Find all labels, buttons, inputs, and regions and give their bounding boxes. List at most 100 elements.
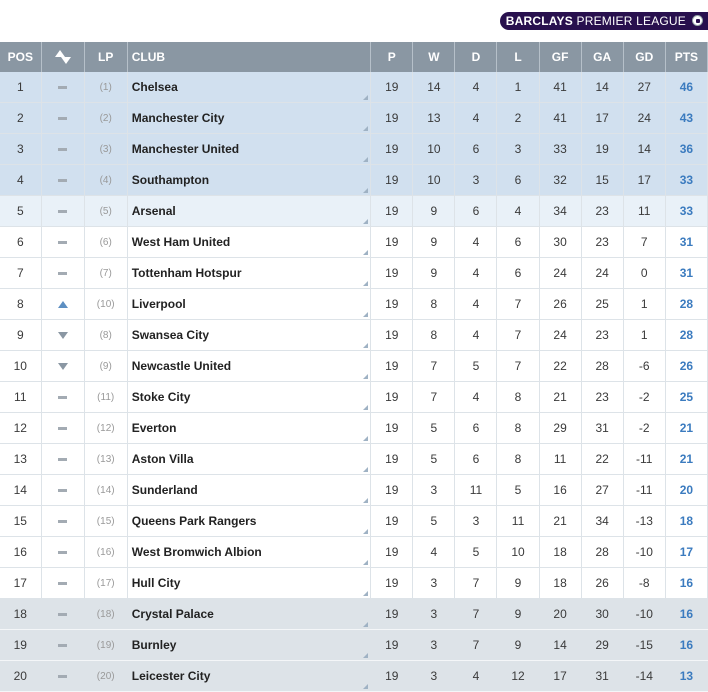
club-cell[interactable]: Manchester City bbox=[127, 102, 372, 134]
expand-corner-icon[interactable] bbox=[363, 622, 369, 627]
table-row[interactable]: 15 (15) Queens Park Rangers 19 5 3 11 21 34 -13 18 bbox=[0, 505, 708, 537]
club-name[interactable]: Crystal Palace bbox=[131, 607, 214, 621]
table-row[interactable]: 8 (10) Liverpool 19 8 4 7 26 25 1 28 bbox=[0, 288, 708, 320]
table-row[interactable]: 18 (18) Crystal Palace 19 3 7 9 20 30 -10 16 bbox=[0, 598, 708, 630]
expand-corner-icon[interactable] bbox=[363, 684, 369, 689]
table-row[interactable]: 16 (16) West Bromwich Albion 19 4 5 10 18 28 -10 1… bbox=[0, 536, 708, 568]
expand-corner-icon[interactable] bbox=[363, 405, 369, 410]
club-name[interactable]: Manchester City bbox=[131, 111, 225, 125]
header-lp[interactable]: LP bbox=[84, 42, 128, 72]
table-row[interactable]: 2 (2) Manchester City 19 13 4 2 41 17 24 43 bbox=[0, 102, 708, 134]
expand-corner-icon[interactable] bbox=[363, 343, 369, 348]
club-cell[interactable]: Swansea City bbox=[127, 319, 372, 351]
club-name[interactable]: Tottenham Hotspur bbox=[131, 266, 242, 280]
expand-corner-icon[interactable] bbox=[363, 219, 369, 224]
club-cell[interactable]: Stoke City bbox=[127, 381, 372, 413]
header-pos[interactable]: POS bbox=[0, 42, 42, 72]
expand-corner-icon[interactable] bbox=[363, 312, 369, 317]
club-cell[interactable]: Hull City bbox=[127, 567, 372, 599]
goals-for-cell: 18 bbox=[539, 536, 582, 568]
table-row[interactable]: 4 (4) Southampton 19 10 3 6 32 15 17 33 bbox=[0, 164, 708, 196]
expand-corner-icon[interactable] bbox=[363, 250, 369, 255]
club-name[interactable]: Leicester City bbox=[131, 669, 211, 683]
table-row[interactable]: 11 (11) Stoke City 19 7 4 8 21 23 -2 25 bbox=[0, 381, 708, 413]
expand-corner-icon[interactable] bbox=[363, 591, 369, 596]
club-name[interactable]: Burnley bbox=[131, 638, 177, 652]
club-cell[interactable]: Chelsea bbox=[127, 72, 372, 103]
club-cell[interactable]: Arsenal bbox=[127, 195, 372, 227]
table-row[interactable]: 13 (13) Aston Villa 19 5 6 8 11 22 -11 21 bbox=[0, 443, 708, 475]
club-name[interactable]: Hull City bbox=[131, 576, 181, 590]
table-row[interactable]: 17 (17) Hull City 19 3 7 9 18 26 -8 16 bbox=[0, 567, 708, 599]
expand-corner-icon[interactable] bbox=[363, 498, 369, 503]
club-cell[interactable]: Sunderland bbox=[127, 474, 372, 506]
club-cell[interactable]: Queens Park Rangers bbox=[127, 505, 372, 537]
club-name[interactable]: Sunderland bbox=[131, 483, 198, 497]
club-name[interactable]: West Ham United bbox=[131, 235, 231, 249]
header-won[interactable]: W bbox=[412, 42, 456, 72]
expand-corner-icon[interactable] bbox=[363, 188, 369, 193]
header-lost[interactable]: L bbox=[496, 42, 540, 72]
club-name[interactable]: Queens Park Rangers bbox=[131, 514, 257, 528]
club-name[interactable]: Swansea City bbox=[131, 328, 210, 342]
club-name[interactable]: Liverpool bbox=[131, 297, 186, 311]
club-cell[interactable]: Southampton bbox=[127, 164, 372, 196]
table-row[interactable]: 12 (12) Everton 19 5 6 8 29 31 -2 21 bbox=[0, 412, 708, 444]
expand-corner-icon[interactable] bbox=[363, 95, 369, 100]
club-name[interactable]: Aston Villa bbox=[131, 452, 194, 466]
won-cell: 7 bbox=[412, 381, 456, 413]
expand-corner-icon[interactable] bbox=[363, 126, 369, 131]
goals-against-value: 26 bbox=[595, 576, 609, 590]
club-cell[interactable]: Aston Villa bbox=[127, 443, 372, 475]
club-cell[interactable]: Burnley bbox=[127, 629, 372, 661]
goals-for-value: 16 bbox=[553, 483, 567, 497]
expand-corner-icon[interactable] bbox=[363, 436, 369, 441]
header-goals-against[interactable]: GA bbox=[581, 42, 624, 72]
header-played[interactable]: P bbox=[370, 42, 414, 72]
table-row[interactable]: 1 (1) Chelsea 19 14 4 1 41 14 27 46 bbox=[0, 72, 708, 103]
club-cell[interactable]: West Ham United bbox=[127, 226, 372, 258]
table-row[interactable]: 9 (8) Swansea City 19 8 4 7 24 23 1 28 bbox=[0, 319, 708, 351]
header-drawn[interactable]: D bbox=[454, 42, 498, 72]
club-name[interactable]: Chelsea bbox=[131, 80, 178, 94]
table-row[interactable]: 6 (6) West Ham United 19 9 4 6 30 23 7 31 bbox=[0, 226, 708, 258]
club-name[interactable]: Manchester United bbox=[131, 142, 240, 156]
expand-corner-icon[interactable] bbox=[363, 653, 369, 658]
club-cell[interactable]: West Bromwich Albion bbox=[127, 536, 372, 568]
club-name[interactable]: Newcastle United bbox=[131, 359, 232, 373]
drawn-cell: 3 bbox=[454, 164, 498, 196]
header-goals-for[interactable]: GF bbox=[539, 42, 582, 72]
header-club[interactable]: CLUB bbox=[127, 42, 372, 72]
club-cell[interactable]: Leicester City bbox=[127, 660, 372, 692]
table-row[interactable]: 10 (9) Newcastle United 19 7 5 7 22 28 -6 26 bbox=[0, 350, 708, 382]
table-row[interactable]: 14 (14) Sunderland 19 3 11 5 16 27 -11 20 bbox=[0, 474, 708, 506]
club-name[interactable]: West Bromwich Albion bbox=[131, 545, 262, 559]
club-cell[interactable]: Newcastle United bbox=[127, 350, 372, 382]
header-goal-difference[interactable]: GD bbox=[623, 42, 666, 72]
expand-corner-icon[interactable] bbox=[363, 529, 369, 534]
expand-corner-icon[interactable] bbox=[363, 374, 369, 379]
table-row[interactable]: 20 (20) Leicester City 19 3 4 12 17 31 -14 13 bbox=[0, 660, 708, 692]
table-row[interactable]: 7 (7) Tottenham Hotspur 19 9 4 6 24 24 0 31 bbox=[0, 257, 708, 289]
goals-against-cell: 25 bbox=[581, 288, 624, 320]
expand-corner-icon[interactable] bbox=[363, 157, 369, 162]
club-cell[interactable]: Crystal Palace bbox=[127, 598, 372, 630]
club-name[interactable]: Everton bbox=[131, 421, 177, 435]
header-movement[interactable] bbox=[41, 42, 85, 72]
club-name[interactable]: Arsenal bbox=[131, 204, 176, 218]
table-row[interactable]: 5 (5) Arsenal 19 9 6 4 34 23 11 33 bbox=[0, 195, 708, 227]
club-name[interactable]: Southampton bbox=[131, 173, 210, 187]
expand-corner-icon[interactable] bbox=[363, 467, 369, 472]
club-cell[interactable]: Tottenham Hotspur bbox=[127, 257, 372, 289]
table-row[interactable]: 3 (3) Manchester United 19 10 6 3 33 19 14 36 bbox=[0, 133, 708, 165]
expand-corner-icon[interactable] bbox=[363, 281, 369, 286]
position-cell: 1 bbox=[0, 72, 42, 103]
club-cell[interactable]: Everton bbox=[127, 412, 372, 444]
header-points[interactable]: PTS bbox=[665, 42, 708, 72]
table-row[interactable]: 19 (19) Burnley 19 3 7 9 14 29 -15 16 bbox=[0, 629, 708, 661]
club-name[interactable]: Stoke City bbox=[131, 390, 191, 404]
no-change-icon bbox=[58, 272, 68, 276]
expand-corner-icon[interactable] bbox=[363, 560, 369, 565]
club-cell[interactable]: Liverpool bbox=[127, 288, 372, 320]
club-cell[interactable]: Manchester United bbox=[127, 133, 372, 165]
